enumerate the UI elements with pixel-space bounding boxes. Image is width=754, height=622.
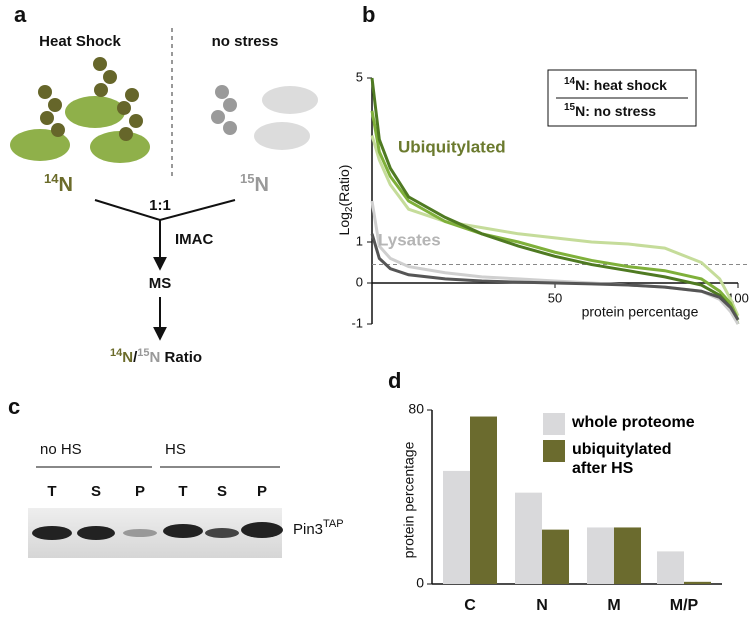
- y-tick-label: -1: [351, 315, 363, 330]
- lane-label: S: [91, 483, 101, 500]
- element: N: [122, 349, 133, 366]
- text: N: heat shock: [575, 77, 667, 93]
- lane-label: T: [178, 483, 187, 500]
- bar: [657, 551, 684, 584]
- legend-text: 14N: heat shock: [564, 76, 667, 93]
- isotope: 14N: [44, 171, 73, 196]
- data-line: [370, 134, 740, 317]
- bar: [614, 527, 641, 584]
- label: 1:1: [149, 197, 171, 214]
- x-tick-label: 50: [548, 290, 562, 305]
- sup: 15: [240, 171, 254, 186]
- legend-item: ubiquitylated after HS: [572, 441, 672, 477]
- bar: [684, 581, 711, 584]
- legend-swatch: [543, 440, 565, 462]
- y-tick-label: 1: [356, 233, 363, 248]
- sup: 14: [110, 347, 123, 359]
- sup: 15: [137, 347, 149, 359]
- sup: 14: [564, 76, 576, 87]
- panel-letter: b: [362, 2, 375, 27]
- label: Heat Shock: [39, 33, 121, 50]
- protein: [65, 96, 125, 128]
- slash: /: [133, 349, 138, 366]
- sup: 14: [44, 171, 59, 186]
- panel-letter: a: [14, 2, 27, 27]
- x-tick-label: N: [536, 597, 548, 614]
- bar: [542, 529, 569, 584]
- protein: [262, 86, 318, 114]
- bands: [32, 522, 283, 540]
- ubiquitin: [38, 57, 143, 141]
- text: Log: [336, 212, 352, 235]
- blot-panel: no HS HS T S P T S P Pin3TAP: [28, 441, 344, 558]
- protein: Pin3: [293, 521, 323, 538]
- x-tick-label: M/P: [670, 597, 699, 614]
- bar: [443, 470, 470, 584]
- label: IMAC: [175, 231, 213, 248]
- group: no HS: [40, 441, 82, 458]
- protein: [10, 129, 70, 161]
- protein: [90, 131, 150, 163]
- sub: 2: [344, 206, 355, 212]
- y-tick-label: 0: [416, 575, 424, 591]
- x-tick-label: M: [607, 597, 620, 614]
- bar-chart: 0 80 C N M M/P protein percentage whole proteom…: [401, 401, 722, 614]
- bar: [587, 527, 614, 584]
- arrow: [94, 199, 236, 268]
- x-axis-label: protein percentage: [582, 304, 699, 320]
- y-tick-label: 0: [356, 274, 363, 289]
- legend-label: ubiquitylated after HS: [572, 441, 672, 477]
- legend-swatch: [543, 413, 565, 435]
- annotation: Ubiquitylated: [398, 137, 506, 156]
- data-line: [370, 77, 740, 325]
- lane-label: T: [47, 483, 56, 500]
- annotation: Lysates: [378, 230, 441, 249]
- group: HS: [165, 441, 186, 458]
- sup: TAP: [323, 518, 344, 530]
- legend-text: 15N: no stress: [564, 102, 656, 119]
- y-tick-label: 5: [356, 69, 363, 84]
- ubiquitin: [211, 85, 237, 135]
- diagram: Heat Shock no stress 14N 15N 1:1 IMAC MS…: [10, 28, 318, 366]
- element: N: [150, 349, 161, 366]
- y-axis-label: protein percentage: [401, 441, 417, 558]
- result: 14N/15N Ratio: [110, 347, 202, 366]
- legend-label: whole proteome: [572, 414, 695, 431]
- label: no stress: [212, 33, 279, 50]
- y-tick-label: 80: [408, 401, 424, 417]
- rest: Ratio: [160, 349, 202, 366]
- protein: [254, 122, 310, 150]
- lane-label: S: [217, 483, 227, 500]
- element: N: [58, 174, 72, 196]
- label: MS: [149, 275, 172, 292]
- sup: 15: [564, 102, 576, 113]
- data-line: [370, 233, 740, 321]
- blot-label: Pin3TAP: [293, 518, 344, 538]
- y-axis-label: Log2(Ratio): [336, 165, 355, 236]
- x-tick-label: C: [464, 597, 476, 614]
- element: N: [254, 174, 268, 196]
- panel-letter: d: [388, 368, 401, 393]
- isotope: 15N: [240, 171, 269, 196]
- text: (Ratio): [336, 165, 352, 207]
- lane-label: P: [135, 483, 145, 500]
- panel-letter: c: [8, 394, 20, 419]
- legend-item: whole proteome: [572, 414, 695, 431]
- data-line: [370, 110, 740, 321]
- lane-label: P: [257, 483, 267, 500]
- text: N: no stress: [575, 103, 656, 119]
- bar: [515, 492, 542, 584]
- bar: [470, 416, 497, 584]
